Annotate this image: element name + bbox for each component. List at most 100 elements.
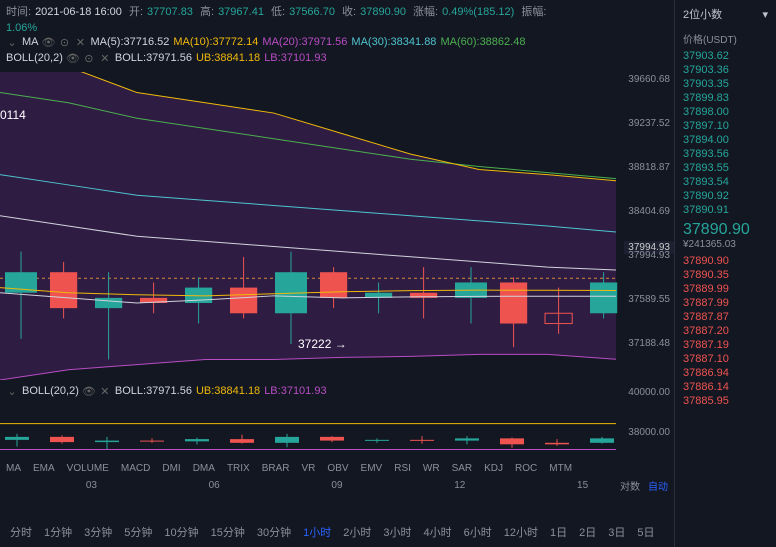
timeframe-bar: 分时1分钟3分钟5分钟10分钟15分钟30分钟1小时2小时3小时4小时6小时12… <box>0 517 674 547</box>
ask-row[interactable]: 37903.35 <box>675 77 776 91</box>
y-axis: 39660.68 39237.52 38818.87 38404.69 37994.93… <box>616 72 674 380</box>
ma-indicator-row: ⌄ MA 👁 ⊙ ✕ MA(5):37716.52 MA(10):37772.1… <box>0 34 776 50</box>
close-icon[interactable]: ✕ <box>99 385 111 397</box>
bid-row[interactable]: 37887.87 <box>675 310 776 324</box>
bid-row[interactable]: 37887.19 <box>675 338 776 352</box>
indicator-macd[interactable]: MACD <box>121 463 150 474</box>
ohlc-header: 时间:2021-06-18 16:00 开:37707.83 高:37967.4… <box>0 0 776 22</box>
main-chart[interactable]: 0114 37222 → 37994.93 ▶ <box>0 72 674 380</box>
timeframe-7[interactable]: 1小时 <box>299 522 335 542</box>
ask-row[interactable]: 37897.10 <box>675 119 776 133</box>
y-tick: 40000.00 <box>628 387 670 398</box>
boll-indicator-row: BOLL(20,2) 👁 ⊙ ✕ BOLL:37971.56 UB:38841.… <box>0 50 776 66</box>
bid-row[interactable]: 37890.35 <box>675 268 776 282</box>
chevron-down-icon[interactable]: ⌄ <box>6 36 18 48</box>
indicator-roc[interactable]: ROC <box>515 463 537 474</box>
ask-row[interactable]: 37894.00 <box>675 133 776 147</box>
eye-icon[interactable]: 👁 <box>67 52 79 64</box>
orderbook-header[interactable]: 2位小数▾ <box>675 0 776 28</box>
chevron-down-icon[interactable]: ⌄ <box>6 385 18 397</box>
sub-y-axis: 40000.00 38000.00 <box>616 383 674 455</box>
y-tick: 37188.48 <box>628 338 670 349</box>
indicator-mtm[interactable]: MTM <box>549 463 572 474</box>
indicator-wr[interactable]: WR <box>423 463 440 474</box>
x-tick: 06 <box>153 480 276 494</box>
timeframe-0[interactable]: 分时 <box>6 522 36 542</box>
timeframe-11[interactable]: 6小时 <box>460 522 496 542</box>
ask-row[interactable]: 37898.00 <box>675 105 776 119</box>
indicator-emv[interactable]: EMV <box>361 463 383 474</box>
timeframe-4[interactable]: 10分钟 <box>160 522 202 542</box>
chart-options: 对数 自动 <box>620 478 668 493</box>
sub-chart[interactable]: ⌄ BOLL(20,2) 👁 ✕ BOLL:37971.56 UB:38841.… <box>0 383 674 455</box>
timeframe-1[interactable]: 1分钟 <box>40 522 76 542</box>
orderbook: 2位小数▾ 价格(USDT) 37903.6237903.3637903.353… <box>674 0 776 547</box>
bid-row[interactable]: 37886.94 <box>675 366 776 380</box>
ask-row[interactable]: 37893.55 <box>675 161 776 175</box>
bid-row[interactable]: 37887.20 <box>675 324 776 338</box>
low-annotation: 37222 → <box>298 337 347 351</box>
timeframe-15[interactable]: 3日 <box>604 522 629 542</box>
indicator-obv[interactable]: OBV <box>327 463 348 474</box>
eye-icon[interactable]: 👁 <box>83 385 95 397</box>
eye-icon[interactable]: 👁 <box>43 36 55 48</box>
high-annotation: 0114 <box>0 108 26 122</box>
bid-row[interactable]: 37887.99 <box>675 296 776 310</box>
ask-row[interactable]: 37903.36 <box>675 63 776 77</box>
indicator-volume[interactable]: VOLUME <box>67 463 109 474</box>
y-tick: 37994.93 <box>628 250 670 261</box>
indicator-ma[interactable]: MA <box>6 463 21 474</box>
indicator-brar[interactable]: BRAR <box>262 463 290 474</box>
y-tick: 39660.68 <box>628 74 670 85</box>
ask-row[interactable]: 37890.91 <box>675 203 776 217</box>
indicator-ema[interactable]: EMA <box>33 463 55 474</box>
x-axis: 0306091215 <box>0 478 674 496</box>
indicator-bar: MA EMA VOLUME MACD DMI DMA TRIX BRAR VR OBV EMV RSI… <box>0 460 674 477</box>
settings-icon[interactable]: ⊙ <box>83 52 95 64</box>
bid-row[interactable]: 37890.90 <box>675 254 776 268</box>
y-tick: 38404.69 <box>628 206 670 217</box>
timeframe-13[interactable]: 1日 <box>546 522 571 542</box>
x-tick: 09 <box>276 480 399 494</box>
y-tick: 39237.52 <box>628 118 670 129</box>
timeframe-3[interactable]: 5分钟 <box>120 522 156 542</box>
timeframe-9[interactable]: 3小时 <box>379 522 415 542</box>
bid-row[interactable]: 37886.14 <box>675 380 776 394</box>
y-tick: 38818.87 <box>628 162 670 173</box>
chevron-down-icon: ▾ <box>762 8 768 21</box>
bid-row[interactable]: 37889.99 <box>675 282 776 296</box>
bid-row[interactable]: 37887.10 <box>675 352 776 366</box>
log-toggle[interactable]: 对数 <box>620 478 640 493</box>
price-label: 价格(USDT) <box>675 28 776 49</box>
timeframe-14[interactable]: 2日 <box>575 522 600 542</box>
indicator-sar[interactable]: SAR <box>452 463 473 474</box>
y-tick: 38000.00 <box>628 427 670 438</box>
indicator-dma[interactable]: DMA <box>193 463 215 474</box>
ask-row[interactable]: 37890.92 <box>675 189 776 203</box>
close-icon[interactable]: ✕ <box>99 52 111 64</box>
indicator-dmi[interactable]: DMI <box>162 463 180 474</box>
mid-price: 37890.90 ¥241365.03 <box>675 217 776 254</box>
timeframe-5[interactable]: 15分钟 <box>207 522 249 542</box>
ask-row[interactable]: 37899.83 <box>675 91 776 105</box>
timeframe-16[interactable]: 5日 <box>633 522 658 542</box>
sub-boll-row: ⌄ BOLL(20,2) 👁 ✕ BOLL:37971.56 UB:38841.… <box>0 383 674 399</box>
settings-icon[interactable]: ⊙ <box>59 36 71 48</box>
ask-row[interactable]: 37893.54 <box>675 175 776 189</box>
timeframe-8[interactable]: 2小时 <box>339 522 375 542</box>
amplitude-value: 1.06% <box>0 22 776 34</box>
indicator-trix[interactable]: TRIX <box>227 463 250 474</box>
ask-row[interactable]: 37893.56 <box>675 147 776 161</box>
ask-row[interactable]: 37903.62 <box>675 49 776 63</box>
indicator-kdj[interactable]: KDJ <box>484 463 503 474</box>
indicator-rsi[interactable]: RSI <box>394 463 411 474</box>
x-tick: 12 <box>398 480 521 494</box>
auto-toggle[interactable]: 自动 <box>648 478 668 493</box>
timeframe-10[interactable]: 4小时 <box>420 522 456 542</box>
indicator-vr[interactable]: VR <box>302 463 316 474</box>
timeframe-12[interactable]: 12小时 <box>500 522 542 542</box>
timeframe-2[interactable]: 3分钟 <box>80 522 116 542</box>
bid-row[interactable]: 37885.95 <box>675 394 776 408</box>
close-icon[interactable]: ✕ <box>75 36 87 48</box>
timeframe-6[interactable]: 30分钟 <box>253 522 295 542</box>
